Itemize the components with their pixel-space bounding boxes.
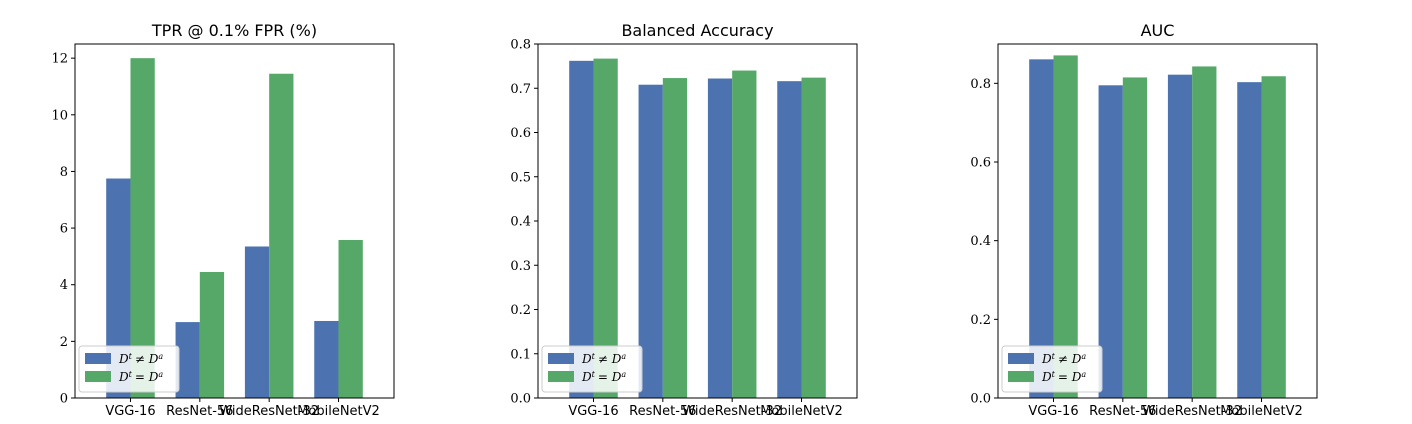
legend-label-2: Dt = Da	[118, 370, 163, 385]
y-tick-label: 0.0	[510, 392, 531, 407]
y-tick-label: 0.2	[970, 313, 991, 328]
y-tick-label: 0.2	[510, 303, 531, 318]
x-tick-label: ResNet-56	[1089, 404, 1156, 419]
legend-label-1: Dt ≠ Da	[1041, 352, 1086, 367]
chart-panel-2: Balanced Accuracy 0.0 0.1 0.2 0.3 0.4 0.5 0.6 0.…	[510, 21, 858, 419]
y-tick-label: 0.4	[970, 234, 991, 249]
legend: Dt ≠ Da Dt = Da	[541, 345, 643, 393]
bar-dt-neq-da-vgg-16	[569, 60, 594, 398]
legend-swatch-1	[548, 353, 574, 364]
x-tick-label: MobileNetV2	[297, 404, 380, 419]
bar-dt-eq-da-mobilenetv2	[801, 77, 826, 398]
y-tick-label: 0.6	[510, 126, 531, 141]
y-tick-label: 6	[60, 222, 68, 237]
y-tick-label: 12	[51, 52, 68, 67]
bar-dt-eq-da-vgg-16	[593, 58, 618, 398]
x-tick-label: VGG-16	[1028, 404, 1078, 419]
bar-dt-eq-da-vgg-16	[1053, 55, 1078, 398]
y-tick-label: 8	[60, 165, 68, 180]
chart-panel-3: AUC 0.0 0.2 0.4 0.6 0.8 VGG-16 ResNet-56WideRes…	[970, 21, 1318, 419]
x-tick-label: WideResNet-32	[1142, 404, 1242, 419]
legend-label-1: Dt ≠ Da	[581, 352, 626, 367]
y-tick-label: 0.0	[970, 392, 991, 407]
bar-dt-neq-da-resnet-56	[1098, 85, 1123, 399]
plot-frame	[74, 43, 395, 399]
bar-dt-eq-da-wideresnet-32	[269, 73, 294, 399]
x-tick-label: MobileNetV2	[1220, 404, 1303, 419]
bar-dt-eq-da-mobilenetv2	[338, 239, 363, 398]
bar-dt-eq-da-wideresnet-32	[732, 70, 757, 399]
legend-label-1: Dt ≠ Da	[118, 352, 163, 367]
x-tick-label: WideResNet-32	[219, 404, 319, 419]
legend-swatch-1	[1008, 353, 1034, 364]
y-tick-label: 0.3	[510, 259, 531, 274]
legend-swatch-2	[1008, 371, 1034, 382]
y-tick-label: 4	[60, 278, 68, 293]
bar-dt-neq-da-wideresnet-32	[1167, 74, 1193, 399]
y-tick-label: 10	[51, 108, 68, 123]
legend-swatch-2	[85, 371, 111, 382]
legend-label-2: Dt = Da	[581, 370, 626, 385]
y-tick-label: 0.6	[970, 156, 991, 171]
x-tick-label: VGG-16	[568, 404, 618, 419]
chart-panel-1: TPR @ 0.1% FPR (%) 0 2 4 6 8 10 12 VGG-16 ResNet-…	[51, 21, 395, 419]
bar-dt-eq-da-mobilenetv2	[1261, 76, 1286, 399]
bar-dt-neq-da-mobilenetv2	[777, 81, 802, 399]
plot-frame	[997, 43, 1318, 399]
chart-title: TPR @ 0.1% FPR (%)	[151, 21, 317, 40]
bar-dt-eq-da-resnet-56	[1122, 77, 1148, 398]
bar-dt-eq-da-resnet-56	[199, 271, 225, 398]
y-tick-label: 0.4	[510, 215, 531, 230]
y-tick-label: 0.7	[510, 82, 531, 97]
bar-dt-neq-da-wideresnet-32	[707, 78, 733, 398]
bar-dt-eq-da-vgg-16	[130, 58, 155, 398]
y-tick-label: 0.1	[510, 347, 531, 362]
x-tick-label: MobileNetV2	[760, 404, 843, 419]
chart-title: AUC	[1141, 21, 1175, 40]
bar-dt-eq-da-wideresnet-32	[1192, 66, 1217, 399]
x-tick-label: ResNet-56	[629, 404, 696, 419]
bar-dt-neq-da-resnet-56	[638, 84, 663, 399]
y-tick-label: 0.8	[510, 38, 531, 53]
bar-dt-neq-da-resnet-56	[175, 322, 200, 398]
bar-dt-neq-da-vgg-16	[1029, 59, 1054, 399]
x-tick-label: WideResNet-32	[682, 404, 782, 419]
legend-swatch-2	[548, 371, 574, 382]
bar-dt-neq-da-mobilenetv2	[1237, 82, 1262, 399]
bar-dt-neq-da-mobilenetv2	[314, 320, 339, 398]
bar-dt-eq-da-resnet-56	[662, 78, 688, 398]
y-tick-label: 2	[60, 335, 68, 350]
y-tick-label: 0	[60, 392, 68, 407]
legend: Dt ≠ Da Dt = Da	[1001, 345, 1103, 393]
y-tick-label: 0.8	[970, 77, 991, 92]
legend-label-2: Dt = Da	[1041, 370, 1086, 385]
bar-dt-neq-da-wideresnet-32	[244, 246, 270, 398]
y-tick-label: 0.5	[510, 170, 531, 185]
legend-swatch-1	[85, 353, 111, 364]
x-tick-label: VGG-16	[105, 404, 155, 419]
legend: Dt ≠ Da Dt = Da	[78, 345, 180, 393]
x-tick-label: ResNet-56	[166, 404, 233, 419]
chart-title: Balanced Accuracy	[621, 21, 773, 40]
